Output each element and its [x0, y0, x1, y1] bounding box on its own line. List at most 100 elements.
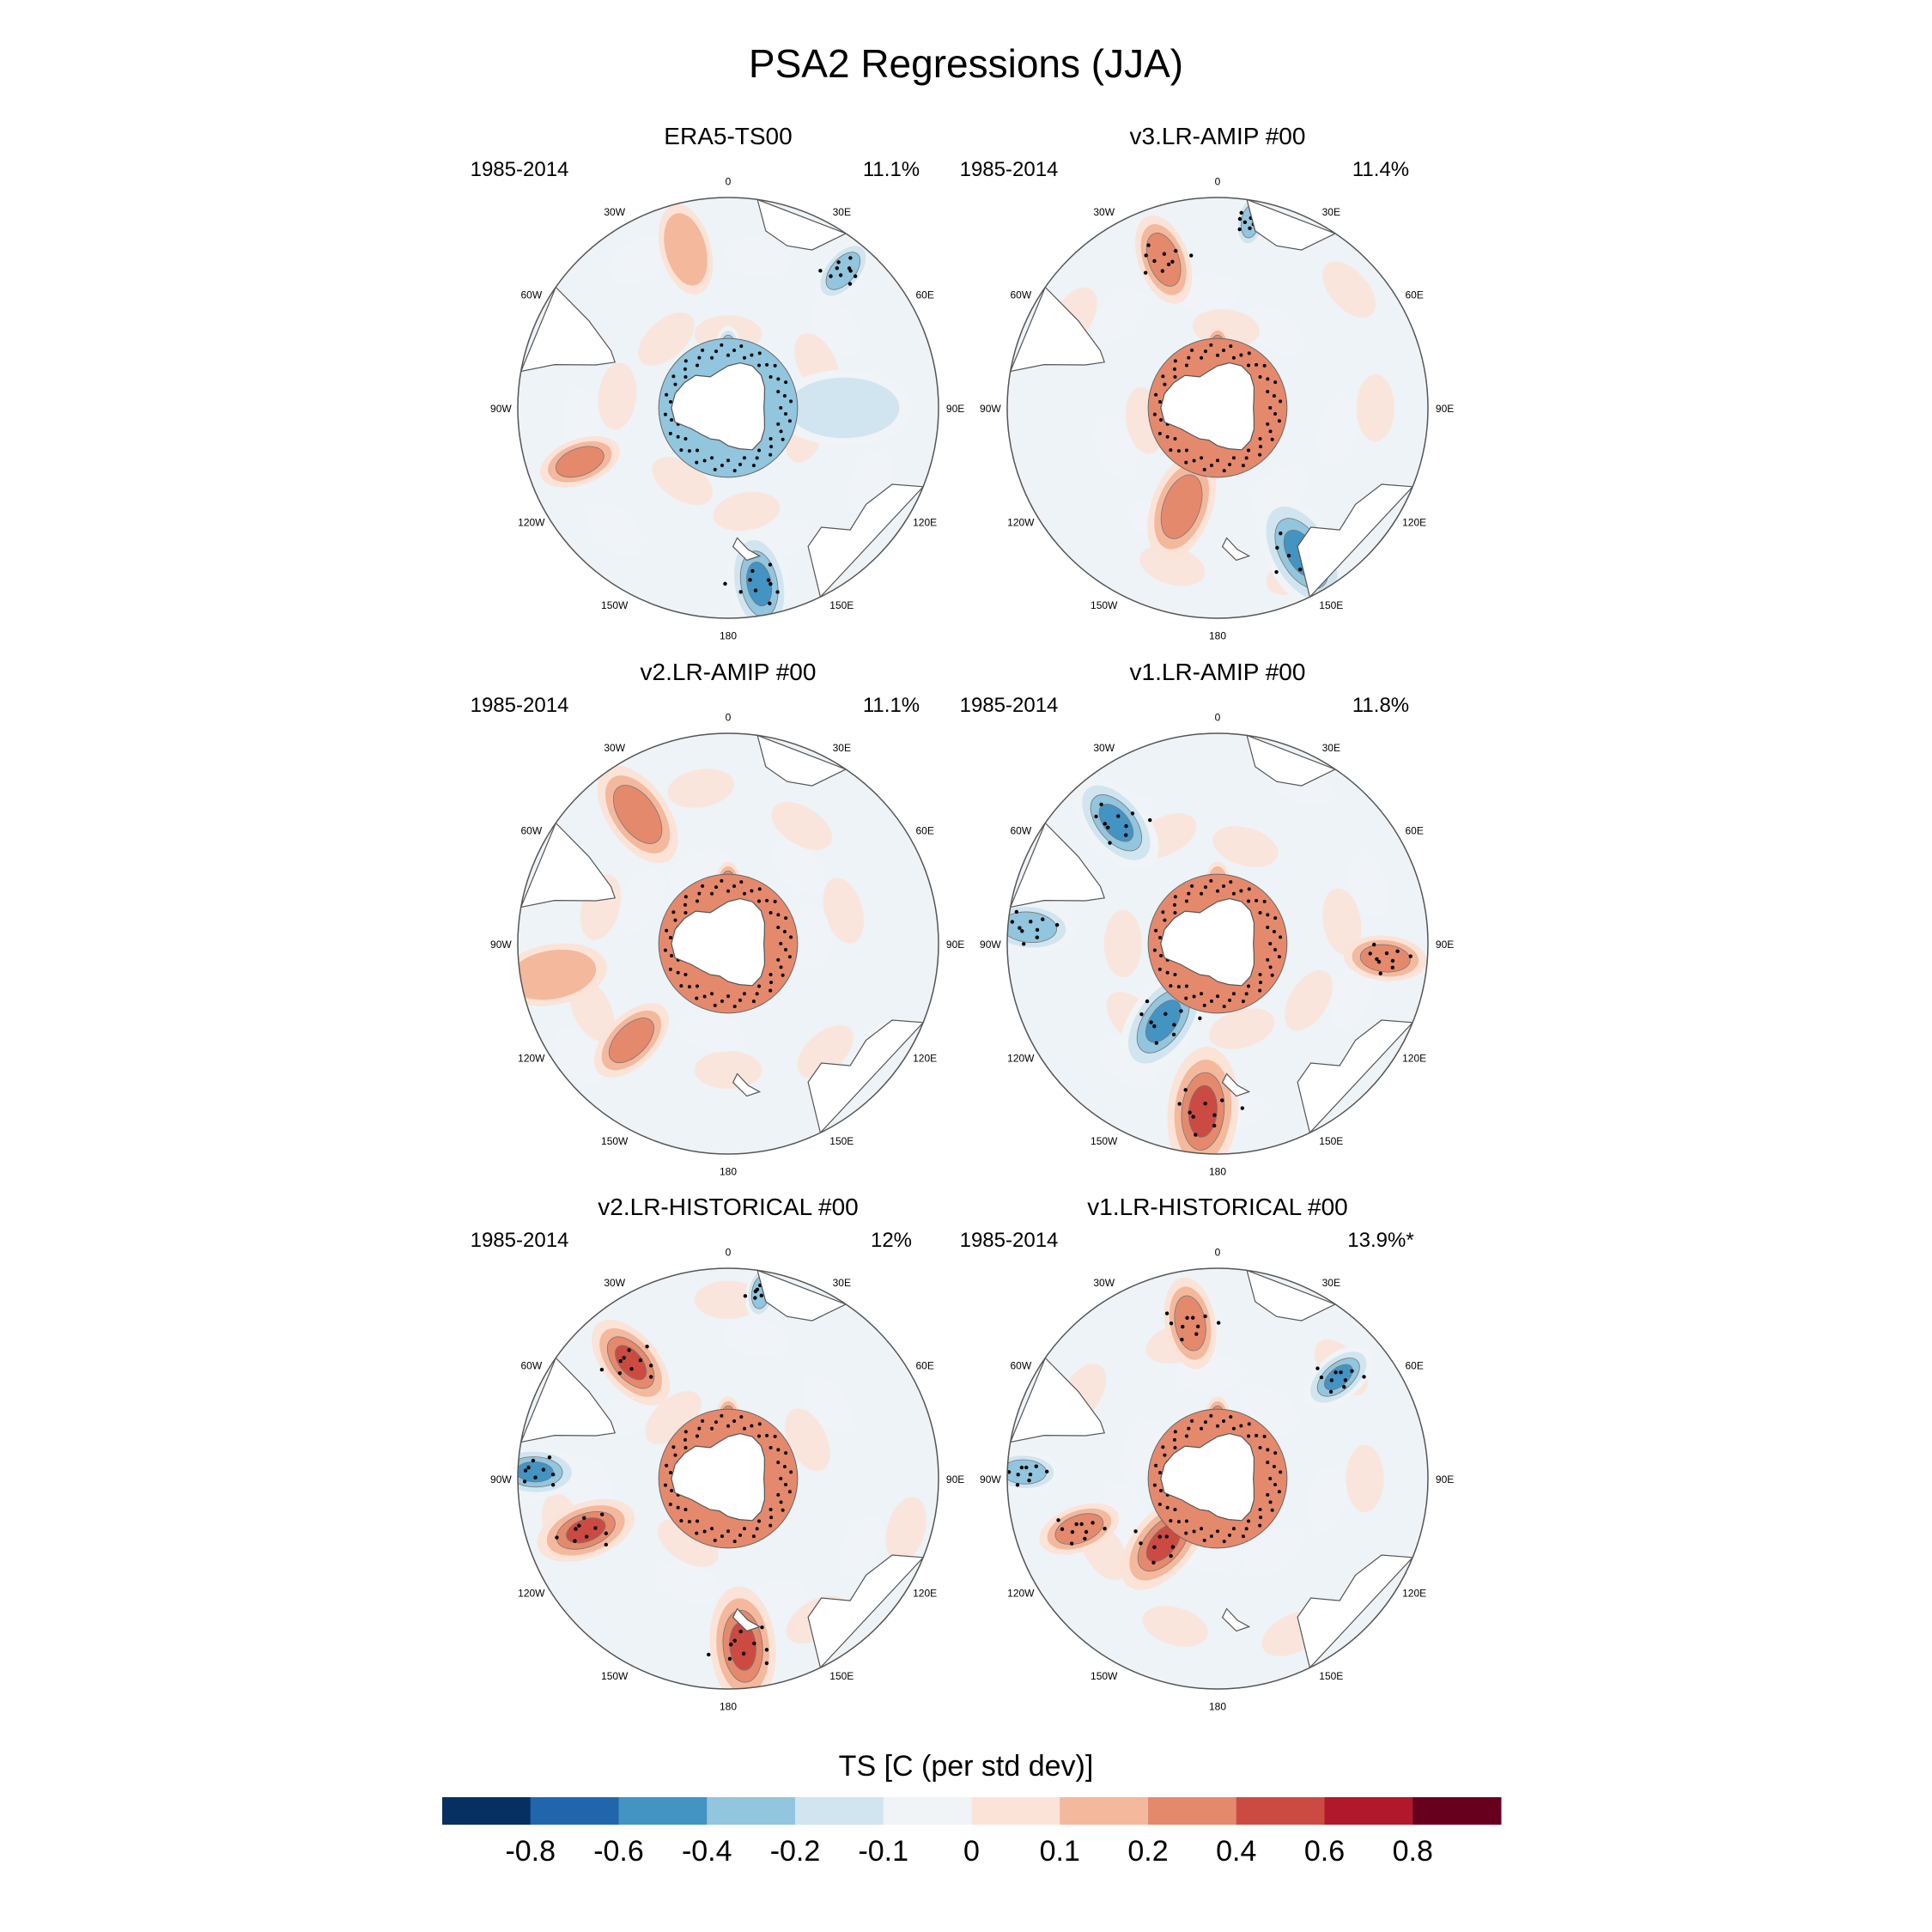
significance-dot — [1237, 227, 1242, 232]
significance-dot — [1378, 971, 1382, 975]
continent-land — [732, 1607, 762, 1632]
significance-dot — [739, 880, 744, 884]
significance-dot — [1273, 1451, 1278, 1455]
significance-dot — [593, 1526, 598, 1530]
significance-dot — [1266, 1448, 1270, 1452]
longitude-label: 30E — [833, 742, 851, 754]
significance-dot — [1209, 999, 1213, 1004]
significance-dot — [1241, 999, 1245, 1004]
longitude-label: 90E — [1436, 1473, 1454, 1485]
longitude-label: 30W — [1093, 742, 1115, 754]
significance-dot — [1244, 1527, 1249, 1531]
continent-land — [807, 483, 925, 598]
anomaly-contour — [1054, 1513, 1104, 1545]
significance-dot — [671, 374, 676, 379]
field-patch — [598, 362, 637, 430]
longitude-label: 90E — [946, 403, 964, 415]
significance-dot — [1222, 884, 1226, 888]
significance-dot — [550, 1473, 556, 1477]
significance-dot — [1209, 343, 1213, 347]
significance-dot — [1329, 1378, 1334, 1382]
significance-dot — [750, 353, 754, 357]
significance-dot — [738, 590, 743, 594]
significance-dot — [1074, 1522, 1078, 1527]
significance-dot — [1179, 1009, 1183, 1013]
significance-dot — [757, 1519, 762, 1523]
significance-dot — [769, 453, 773, 457]
significance-dot — [752, 1641, 756, 1646]
significance-dot — [782, 393, 787, 398]
significance-dot — [668, 935, 672, 939]
field-patch — [1243, 1527, 1303, 1578]
significance-dot — [759, 1293, 763, 1298]
significance-dot — [1177, 1102, 1182, 1106]
significance-dot — [1255, 898, 1259, 902]
significance-dot — [773, 363, 777, 368]
colorbar-swatch — [530, 1797, 619, 1825]
significance-dot — [750, 568, 755, 574]
significance-dot — [1247, 351, 1251, 355]
significance-dot — [750, 889, 754, 893]
significance-dot — [701, 1419, 705, 1423]
significance-dot — [676, 1505, 680, 1510]
field-patch — [797, 1024, 854, 1078]
significance-dot — [1339, 1370, 1343, 1375]
field-patch — [1212, 826, 1279, 867]
significance-dot — [1190, 348, 1194, 352]
significance-dot — [764, 1661, 769, 1666]
colorbar-tick-label: 0.6 — [1304, 1835, 1345, 1868]
significance-dot — [1202, 467, 1206, 471]
significance-dot — [679, 1519, 683, 1523]
significance-dot — [779, 965, 783, 969]
field-patch — [694, 1050, 762, 1090]
significance-dot — [776, 1492, 781, 1497]
longitude-label: 150W — [1091, 1670, 1118, 1682]
continent-land — [807, 1019, 925, 1134]
significance-dot — [784, 380, 788, 385]
continent-land — [1246, 1269, 1337, 1321]
significance-dot — [1152, 948, 1157, 952]
longitude-label: 60E — [1405, 1360, 1423, 1372]
figure-title: PSA2 Regressions (JJA) — [749, 41, 1183, 86]
longitude-label: 60W — [521, 825, 543, 837]
significance-dot — [847, 266, 852, 270]
significance-dot — [769, 1516, 774, 1520]
longitude-label: 120W — [518, 1052, 545, 1064]
longitude-label: 30E — [833, 1277, 851, 1289]
significance-dot — [1194, 1332, 1199, 1336]
field-patch — [1307, 1467, 1347, 1534]
significance-dot — [523, 1468, 528, 1473]
significance-dot — [720, 464, 724, 468]
significance-dot — [732, 884, 737, 888]
longitude-label: 60W — [521, 289, 543, 301]
significance-dot — [683, 902, 687, 907]
significance-dot — [668, 431, 672, 435]
significance-dot — [1203, 885, 1207, 890]
significance-dot — [1239, 210, 1243, 215]
significance-dot — [1184, 363, 1188, 368]
significance-dot — [1016, 1473, 1020, 1477]
map-panel: v2.LR-HISTORICAL #00 1985-2014 12% 0 30E 60E 9… — [471, 1194, 965, 1713]
longitude-label: 150W — [1091, 599, 1118, 611]
colorbar-swatch — [1413, 1797, 1502, 1825]
longitude-label: 150W — [601, 599, 629, 611]
significance-dot — [695, 448, 699, 453]
map-panels: ERA5-TS00 1985-2014 11.1% 0 30E 60E 90E 120E 150… — [471, 123, 1455, 1713]
map-field — [518, 1268, 939, 1689]
significance-dot — [1209, 878, 1213, 883]
significance-dot — [720, 878, 724, 883]
significance-dot — [683, 437, 688, 441]
longitude-label: 30W — [604, 742, 625, 754]
significance-dot — [1070, 1530, 1075, 1534]
significance-dot — [1184, 1519, 1188, 1523]
significance-dot — [1173, 895, 1177, 899]
significance-dot — [1258, 973, 1262, 977]
significance-dot — [1268, 1500, 1273, 1504]
field-patch — [609, 236, 670, 284]
significance-dot — [1279, 935, 1283, 939]
significance-dot — [1103, 822, 1107, 826]
significance-dot — [714, 1420, 718, 1425]
longitude-label: 60E — [915, 289, 933, 301]
significance-dot — [1187, 355, 1191, 360]
field-patch — [785, 1408, 830, 1472]
